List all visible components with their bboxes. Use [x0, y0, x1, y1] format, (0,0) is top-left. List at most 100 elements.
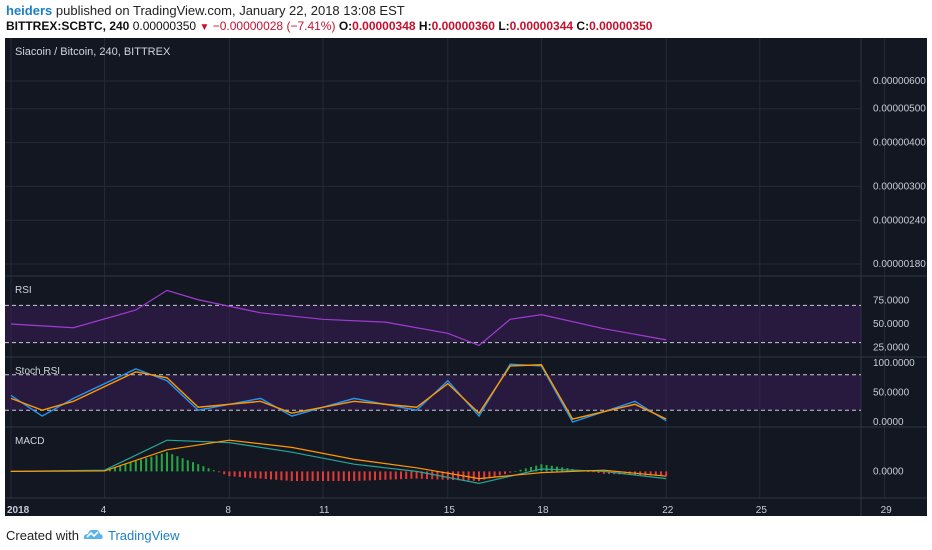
macd-hist-bar	[197, 464, 200, 472]
macd-hist-bar	[249, 471, 252, 478]
macd-hist-bar	[597, 471, 600, 473]
macd-hist-bar	[134, 461, 137, 472]
x-axis-label: 18	[537, 505, 549, 516]
chart-frame[interactable]: 0.00000600 0.00000500 0.00000400 0.00000300…	[5, 38, 927, 516]
x-axis-label: 8	[225, 505, 231, 516]
price-axis-label: 0.00000600	[873, 76, 926, 87]
down-arrow-icon: ▼	[199, 22, 210, 33]
macd-hist-bar	[452, 471, 454, 480]
macd-hist-bar	[129, 462, 132, 472]
macd-hist-bar	[524, 468, 527, 472]
macd-hist-bar	[415, 471, 418, 479]
macd-hist-bar	[228, 471, 231, 477]
macd-hist-bar	[608, 471, 610, 474]
high-value: 0.00000360	[431, 19, 495, 33]
macd-hist-bar	[160, 453, 163, 472]
macd-hist-bar	[530, 467, 532, 472]
chart-background	[5, 38, 927, 516]
stoch-band	[5, 374, 861, 411]
macd-hist-bar	[623, 471, 626, 475]
macd-hist-bar	[384, 471, 387, 480]
macd-hist-bar	[238, 471, 241, 477]
macd-hist-bar	[540, 464, 543, 472]
macd-hist-bar	[145, 458, 148, 472]
macd-hist-bar	[171, 454, 174, 472]
stoch-d-line	[10, 364, 667, 420]
rsi-band	[5, 305, 861, 343]
macd-hist-bar	[441, 471, 444, 480]
x-axis-label: 11	[319, 505, 330, 516]
macd-hist-bar	[493, 471, 496, 477]
footer: Created with TradingView	[0, 519, 932, 550]
macd-signal-line	[10, 439, 667, 480]
ohlc-line: BITTREX:SCBTC, 240 0.00000350 ▼ −0.00000…	[6, 19, 652, 33]
macd-hist-bar	[654, 471, 657, 476]
author-link[interactable]: heiders	[6, 3, 53, 18]
macd-hist-bar	[488, 471, 491, 479]
macd-hist-bar	[296, 471, 298, 481]
last-price: 0.00000350	[132, 19, 197, 33]
x-axis-label: 4	[101, 505, 107, 516]
macd-hist-bar	[472, 471, 475, 481]
macd-hist-bar	[275, 471, 278, 480]
macd-hist-bar	[660, 471, 662, 476]
chart-svg[interactable]: 0.00000600 0.00000500 0.00000400 0.00000300…	[5, 38, 927, 516]
low-value: 0.00000344	[509, 19, 574, 33]
macd-hist-bar	[602, 471, 605, 474]
macd-hist-bar	[108, 468, 111, 472]
macd-hist-bar	[254, 471, 257, 479]
macd-hist-bar	[244, 471, 246, 478]
created-with-text: Created with	[6, 528, 79, 543]
stoch-axis-label: 100.0000	[873, 358, 915, 369]
macd-hist-bar	[322, 471, 324, 481]
x-axis-label: 29	[881, 505, 893, 516]
symbol-label: BITTREX:SCBTC, 240	[6, 19, 130, 33]
macd-hist-bar	[124, 464, 127, 472]
chart-header: heiders published on TradingView.com, Ja…	[0, 0, 932, 38]
x-axis-label: 22	[662, 505, 674, 516]
macd-hist-bar	[405, 471, 408, 479]
rsi-axis-label: 25.0000	[873, 342, 910, 353]
price-change: −0.00000028 (−7.41%)	[212, 19, 336, 33]
x-axis-label: 15	[444, 505, 456, 516]
macd-hist-bar	[410, 471, 413, 479]
macd-hist-bar	[306, 471, 309, 481]
rsi-axis-label: 50.0000	[873, 319, 910, 330]
macd-hist-bar	[176, 456, 179, 472]
macd-hist-bar	[264, 471, 267, 479]
macd-hist-bar	[218, 471, 220, 473]
macd-hist-bar	[431, 471, 434, 480]
macd-hist-bar	[166, 452, 168, 472]
macd-hist-bar	[181, 458, 184, 472]
macd-hist-bar	[587, 471, 590, 472]
macd-hist-bar	[223, 471, 226, 475]
tradingview-link[interactable]: TradingView	[108, 528, 180, 543]
macd-hist-bar	[644, 471, 647, 476]
macd-hist-bar	[665, 471, 668, 477]
stoch-axis-label: 50.0000	[873, 388, 910, 399]
macd-hist-bar	[353, 471, 356, 481]
close-label: C:	[576, 19, 590, 33]
price-axis-label: 0.00000500	[873, 104, 926, 115]
macd-hist-bar	[337, 471, 340, 481]
macd-hist-bar	[478, 471, 480, 481]
macd-hist-bar	[498, 471, 501, 476]
macd-hist-bar	[550, 465, 553, 472]
low-label: L:	[498, 19, 510, 33]
macd-hist-bar	[270, 471, 272, 480]
macd-hist-bar	[186, 460, 189, 472]
macd-hist-bar	[467, 471, 470, 481]
open-label: O:	[338, 19, 353, 33]
price-axis-label: 0.00000240	[873, 215, 926, 226]
macd-hist-bar	[192, 462, 194, 472]
tradingview-logo-icon[interactable]	[82, 526, 104, 542]
x-axis-label: 2018	[7, 505, 30, 516]
macd-hist-bar	[207, 468, 210, 472]
macd-hist-bar	[394, 471, 397, 480]
macd-hist-bar	[368, 471, 371, 481]
stoch-k-line	[10, 363, 667, 423]
macd-hist-bar	[114, 467, 116, 472]
macd-hist-bar	[259, 471, 262, 479]
macd-hist-bar	[426, 471, 428, 479]
macd-hist-bar	[400, 471, 402, 480]
